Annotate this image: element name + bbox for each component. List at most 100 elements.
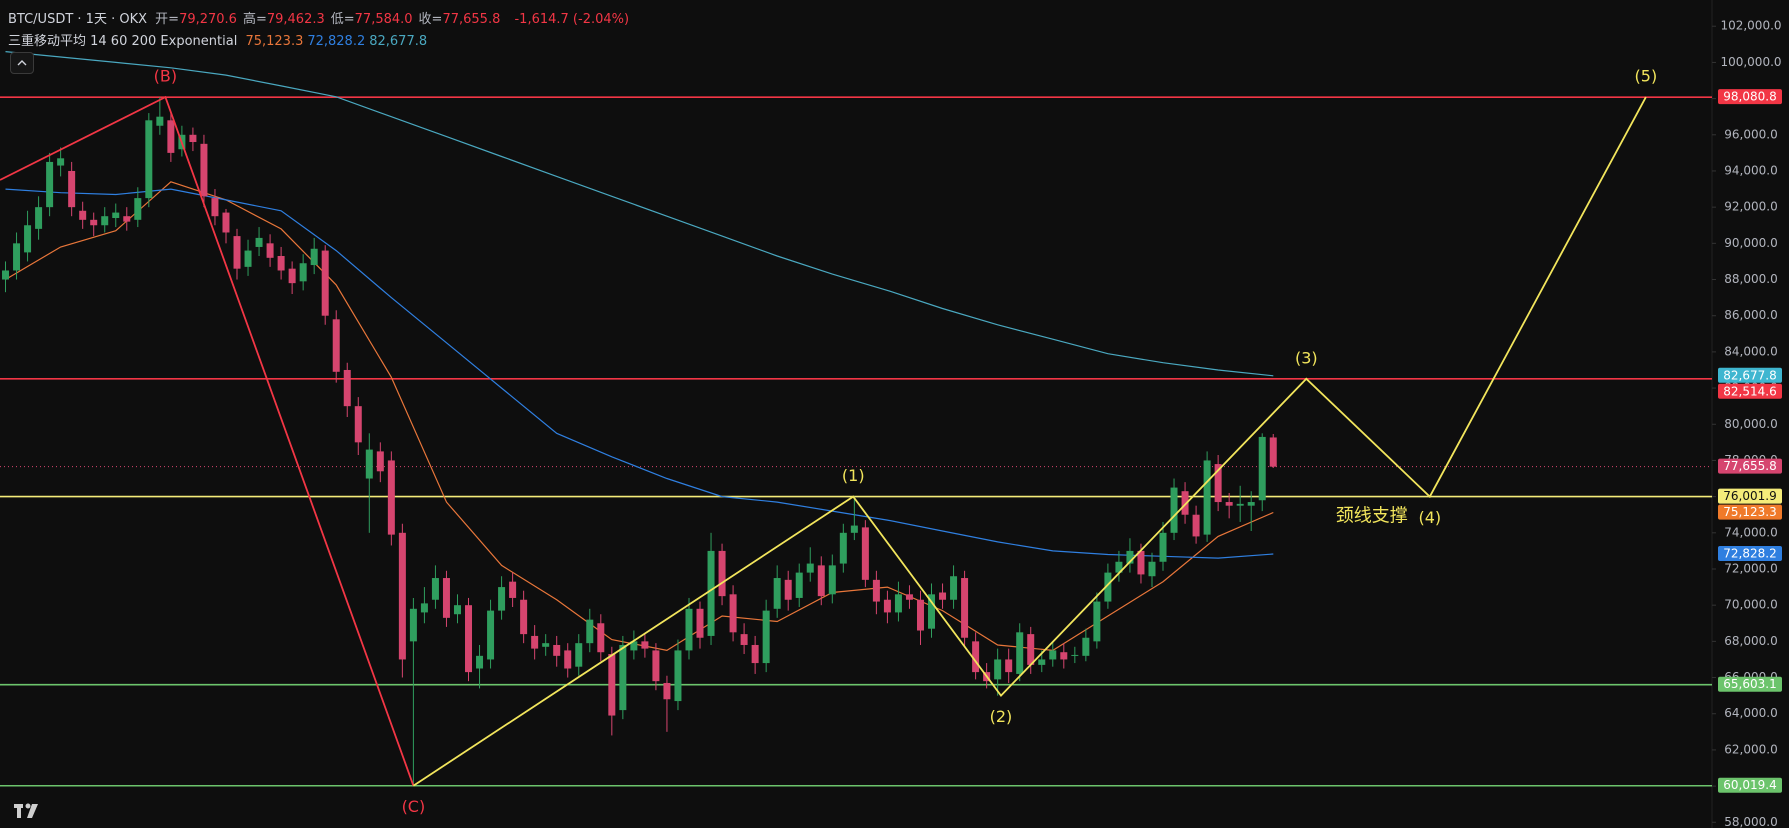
candle-body — [134, 198, 142, 220]
collapse-icon — [17, 60, 27, 66]
candle-body — [1236, 503, 1244, 506]
y-tick-label: 80,000.0 — [1724, 417, 1777, 431]
wave-label: (2) — [990, 707, 1013, 726]
indicator-legend: 三重移动平均 14 60 200 Exponential 75,123.3 72,… — [8, 30, 435, 49]
wave-label: (1) — [842, 466, 865, 485]
y-tick-label: 84,000.0 — [1724, 344, 1777, 358]
candle-body — [476, 655, 484, 669]
y-tick-label: 94,000.0 — [1724, 163, 1777, 177]
annotation: 颈线支撑 — [1336, 506, 1408, 527]
candle-body — [1115, 561, 1123, 573]
price-tags: 98,080.8 82,677.8 82,514.6 77,655.8 76,001.9… — [1718, 89, 1782, 793]
candle-body — [608, 654, 616, 716]
wave-label: (B) — [154, 67, 177, 86]
candle-body — [387, 460, 395, 535]
candle-body — [90, 219, 98, 226]
candle-body — [189, 134, 197, 143]
candle-body — [211, 198, 219, 217]
candle-body — [244, 250, 252, 267]
price-tag — [1718, 458, 1782, 474]
indicator-value: 75,123.3 — [245, 34, 304, 49]
candle-body — [222, 212, 230, 233]
candle-body — [751, 644, 759, 664]
price-tag — [1718, 367, 1782, 383]
candle-body — [1148, 561, 1156, 577]
ohlc-label: 开= — [155, 12, 180, 27]
candle-body — [575, 643, 583, 667]
change: -1,614.7 (-2.04%) — [514, 12, 630, 27]
moving-average-line — [5, 181, 1274, 652]
candle-body — [1192, 514, 1200, 537]
candle-body — [321, 250, 329, 316]
y-tick-label: 86,000.0 — [1724, 308, 1777, 322]
price-tag-label: 77,655.8 — [1723, 459, 1776, 473]
candle-body — [586, 619, 594, 644]
levels — [0, 96, 1712, 787]
candle-body — [145, 120, 153, 199]
y-tick-label: 100,000.0 — [1720, 55, 1781, 69]
candle-body — [872, 579, 880, 602]
candle-body — [1203, 460, 1211, 535]
candle-body — [729, 594, 737, 633]
y-tick-label: 74,000.0 — [1724, 525, 1777, 539]
price-tag-label: 72,828.2 — [1723, 547, 1776, 561]
ohlc-value: 77,584.0 — [354, 12, 413, 27]
candle-body — [916, 599, 924, 631]
price-tag — [1718, 383, 1782, 399]
candle-body — [773, 578, 781, 609]
indicator-name: 三重移动平均 14 60 200 Exponential — [8, 34, 238, 49]
candle-body — [1038, 659, 1046, 665]
candle-body — [641, 641, 649, 649]
candle-body — [740, 634, 748, 645]
candle-body — [817, 565, 825, 597]
y-tick-label: 68,000.0 — [1724, 634, 1777, 648]
wave-label: (4) — [1418, 508, 1441, 527]
candle-body — [928, 594, 936, 629]
candle-body — [762, 610, 770, 664]
candle-body — [453, 605, 461, 615]
candle-body — [630, 641, 638, 651]
candle-body — [310, 248, 318, 266]
candle-body — [553, 644, 561, 656]
price-tag-label: 75,123.3 — [1723, 505, 1776, 519]
price-tag-label: 82,677.8 — [1723, 368, 1776, 382]
candle-body — [883, 599, 891, 613]
candle-body — [950, 576, 958, 600]
candle-body — [1170, 487, 1178, 533]
candle-body — [707, 550, 715, 636]
candle-body — [1126, 550, 1134, 564]
candle-body — [354, 406, 362, 443]
candle-body — [1159, 532, 1167, 562]
candle-body — [200, 143, 208, 197]
candle-body — [1137, 550, 1145, 575]
candle-body — [850, 525, 858, 533]
candle-body — [509, 581, 517, 598]
y-tick-label: 90,000.0 — [1724, 236, 1777, 250]
candle-body — [1269, 437, 1277, 467]
candle-body — [685, 608, 693, 651]
price-tag-label: 82,514.6 — [1723, 384, 1776, 398]
price-tag — [1718, 676, 1782, 692]
candle-body — [123, 216, 131, 222]
price-tag-label: 98,080.8 — [1723, 90, 1776, 104]
wave-line — [0, 95, 415, 787]
candle-body — [1093, 601, 1101, 642]
candle-body — [806, 563, 814, 573]
price-tag-label: 76,001.9 — [1723, 489, 1776, 503]
header: BTC/USDT · 1天 · OKX 开=79,270.6 高=79,462.3… — [8, 8, 635, 27]
candle-body — [57, 158, 65, 166]
collapse-button[interactable] — [10, 52, 34, 74]
tv-logo — [14, 803, 38, 818]
price-tag — [1718, 777, 1782, 793]
candle-body — [398, 532, 406, 660]
candle-body — [828, 565, 836, 595]
candle-body — [365, 449, 373, 479]
candle-body — [409, 608, 417, 642]
candle-body — [376, 451, 384, 472]
wave-line — [412, 96, 1647, 787]
waves: (B) (C) (1) (2) (3) (4) (5) 颈线支撑 — [0, 67, 1657, 816]
price-tag — [1718, 546, 1782, 562]
candle-body — [939, 592, 947, 600]
